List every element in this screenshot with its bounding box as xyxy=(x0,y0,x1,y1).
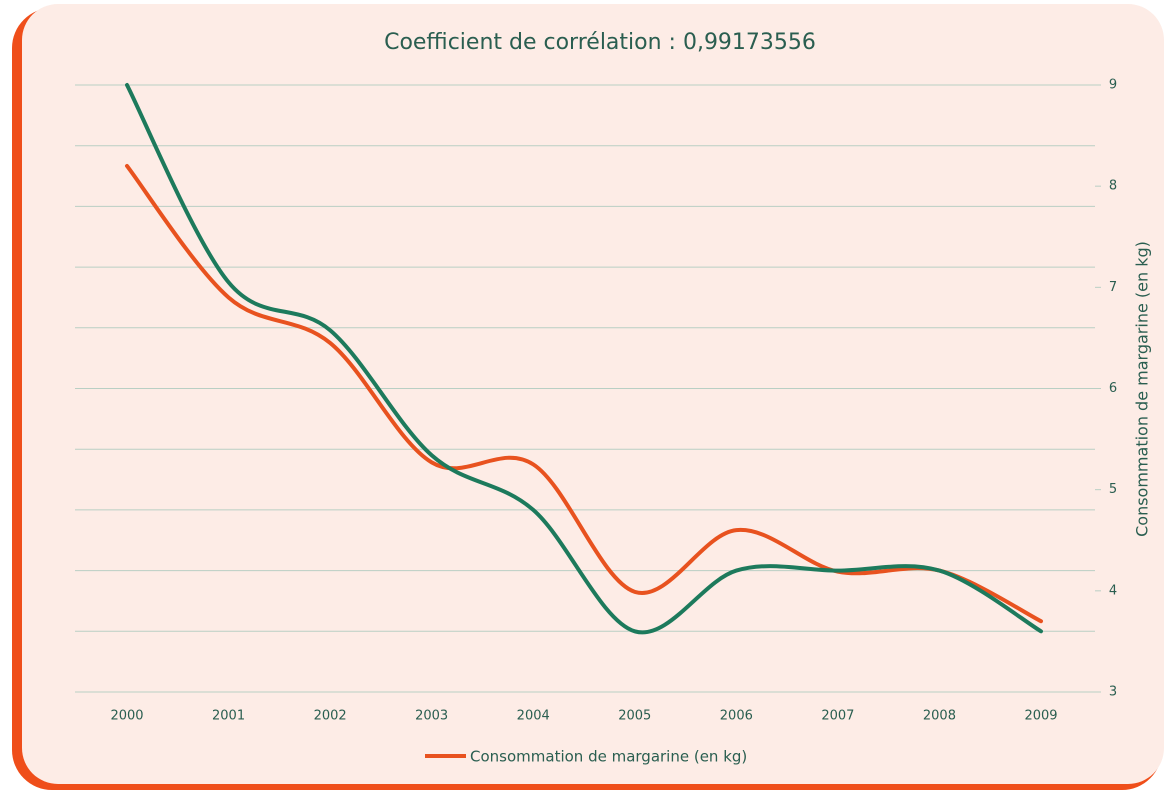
y2-tick-label: 3 xyxy=(1109,685,1117,700)
series-line xyxy=(125,83,1043,635)
y2-tick-label: 6 xyxy=(1109,381,1117,396)
y2-axis-label: Consommation de margarine (en kg) xyxy=(1133,241,1152,537)
y2-tick-label: 8 xyxy=(1109,179,1117,194)
x-tick-label: 2006 xyxy=(720,709,753,724)
x-tick-label: 2000 xyxy=(110,709,143,724)
x-tick-label: 2009 xyxy=(1024,709,1057,724)
x-tick-label: 2005 xyxy=(618,709,651,724)
y2-tick-label: 4 xyxy=(1109,583,1117,598)
x-tick-label: 2002 xyxy=(314,709,347,724)
y2-tick-label: 9 xyxy=(1109,78,1117,93)
legend-label: Consommation de margarine (en kg) xyxy=(470,748,747,766)
y2-tick-label: 5 xyxy=(1109,482,1117,497)
series-line xyxy=(125,163,1043,624)
panel xyxy=(22,4,1164,784)
x-tick-label: 2004 xyxy=(517,709,550,724)
y2-tick-label: 7 xyxy=(1109,280,1117,295)
x-tick-label: 2003 xyxy=(415,709,448,724)
x-tick-label: 2008 xyxy=(923,709,956,724)
x-tick-label: 2001 xyxy=(212,709,245,724)
chart-title: Coefficient de corrélation : 0,99173556 xyxy=(384,30,816,55)
x-tick-label: 2007 xyxy=(821,709,854,724)
